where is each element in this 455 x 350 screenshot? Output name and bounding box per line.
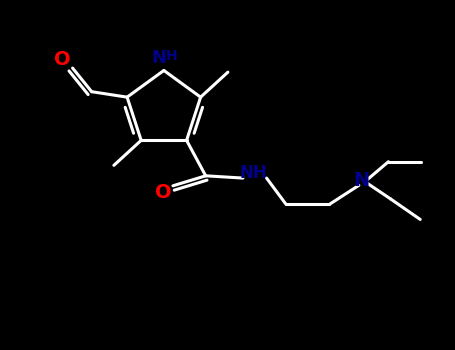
Text: O: O xyxy=(54,50,71,69)
Text: NH: NH xyxy=(239,163,267,182)
Text: H: H xyxy=(166,49,178,63)
Text: O: O xyxy=(155,183,171,202)
Text: N: N xyxy=(151,49,166,67)
Text: N: N xyxy=(353,171,369,190)
